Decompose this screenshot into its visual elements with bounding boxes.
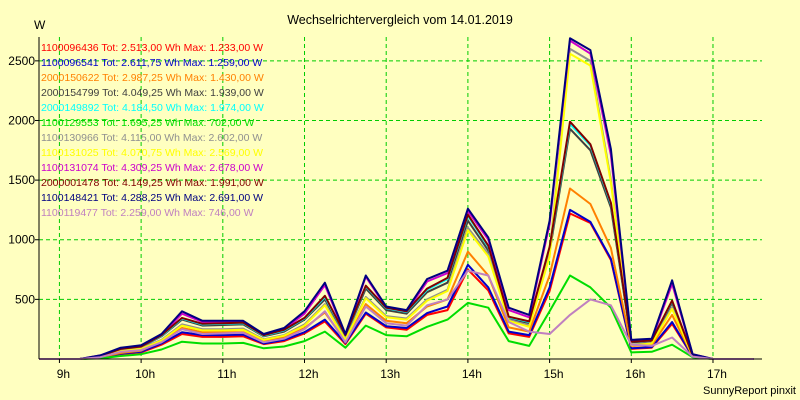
- y-tick-label: 2500: [8, 54, 35, 68]
- legend-entry: 1100131025 Tot: 4.070,75 Wh Max: 2.569,0…: [41, 147, 263, 159]
- legend-entry: 1100096541 Tot: 2.611,75 Wh Max: 1.259,0…: [41, 57, 262, 69]
- y-tick-label: 500: [15, 292, 35, 306]
- legend-entry: 1100130966 Tot: 4.115,00 Wh Max: 2.602,0…: [41, 132, 262, 144]
- x-tick-label: 10h: [135, 367, 155, 381]
- x-tick-label: 9h: [57, 367, 70, 381]
- legend-entry: 1100131074 Tot: 4.309,25 Wh Max: 2.678,0…: [41, 162, 263, 174]
- x-tick-label: 15h: [544, 367, 564, 381]
- legend-entry: 1100119477 Tot: 2.259,00 Wh Max: 746,00 …: [41, 207, 254, 219]
- y-tick-label: 1500: [8, 173, 35, 187]
- x-tick-label: 13h: [380, 367, 400, 381]
- legend-entry: 1100129553 Tot: 1.695,25 Wh Max: 702,00 …: [41, 117, 254, 129]
- legend-entry: 2000150622 Tot: 2.987,25 Wh Max: 1.430,0…: [41, 72, 264, 84]
- series-line-1: [39, 212, 754, 360]
- x-tick-label: 11h: [217, 367, 236, 381]
- series-line-2: [39, 208, 754, 360]
- y-tick-label: 2000: [8, 113, 35, 127]
- series-line-11: [39, 37, 754, 360]
- series-line-12: [39, 269, 754, 360]
- x-tick-label: 12h: [298, 367, 318, 381]
- legend-entry: 2000001478 Tot: 4.149,25 Wh Max: 1.991,0…: [41, 177, 264, 189]
- footer-label: SunnyReport pinxit: [703, 385, 796, 397]
- axes: 9h 10h 11h 12h 13h 14h 15h 16h 17h 500 1000 1500 200…: [8, 37, 762, 381]
- x-tick-label: 17h: [707, 367, 727, 381]
- series-line-10: [39, 120, 754, 360]
- legend-entry: 1100096436 Tot: 2.513,00 Wh Max: 1.233,0…: [41, 42, 263, 54]
- legend-entry: 2000149892 Tot: 4.184,50 Wh Max: 1.974,0…: [41, 102, 264, 114]
- legend-entry: 2000154799 Tot: 4.049,25 Wh Max: 1.939,0…: [41, 87, 264, 99]
- legend: 1100096436 Tot: 2.513,00 Wh Max: 1.233,0…: [41, 42, 264, 219]
- y-axis-unit: W: [34, 18, 46, 32]
- x-tick-label: 16h: [625, 367, 645, 381]
- series-line-6: [39, 274, 754, 360]
- chart-title: Wechselrichtervergleich vom 14.01.2019: [287, 13, 513, 27]
- series-lines: [39, 37, 754, 360]
- grid: [39, 37, 762, 359]
- x-tick-label: 14h: [462, 367, 482, 381]
- y-tick-label: 1000: [8, 233, 35, 247]
- legend-entry: 1100148421 Tot: 4.288,25 Wh Max: 2.691,0…: [41, 192, 263, 204]
